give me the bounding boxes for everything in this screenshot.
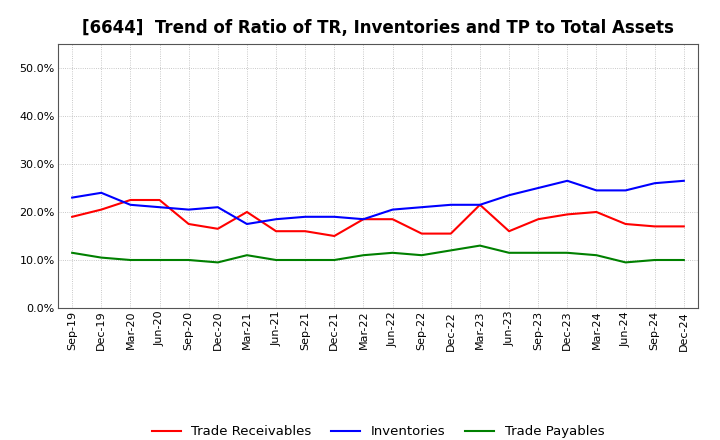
Trade Receivables — [650, 224, 659, 229]
Trade Receivables — [534, 216, 543, 222]
Trade Payables — [446, 248, 455, 253]
Inventories — [330, 214, 338, 220]
Trade Receivables — [156, 198, 164, 203]
Trade Payables — [330, 257, 338, 263]
Trade Receivables — [271, 228, 280, 234]
Trade Receivables — [621, 221, 630, 227]
Inventories — [388, 207, 397, 212]
Trade Payables — [680, 257, 688, 263]
Line: Trade Receivables: Trade Receivables — [72, 200, 684, 236]
Trade Payables — [592, 253, 600, 258]
Trade Receivables — [301, 228, 310, 234]
Trade Receivables — [680, 224, 688, 229]
Trade Payables — [271, 257, 280, 263]
Trade Payables — [184, 257, 193, 263]
Trade Payables — [301, 257, 310, 263]
Title: [6644]  Trend of Ratio of TR, Inventories and TP to Total Assets: [6644] Trend of Ratio of TR, Inventories… — [82, 19, 674, 37]
Trade Receivables — [243, 209, 251, 215]
Trade Receivables — [213, 226, 222, 231]
Inventories — [97, 190, 106, 195]
Trade Receivables — [97, 207, 106, 212]
Trade Payables — [213, 260, 222, 265]
Inventories — [156, 205, 164, 210]
Inventories — [68, 195, 76, 200]
Trade Payables — [534, 250, 543, 256]
Inventories — [418, 205, 426, 210]
Inventories — [592, 188, 600, 193]
Trade Payables — [621, 260, 630, 265]
Inventories — [184, 207, 193, 212]
Line: Inventories: Inventories — [72, 181, 684, 224]
Trade Payables — [563, 250, 572, 256]
Trade Payables — [243, 253, 251, 258]
Trade Receivables — [592, 209, 600, 215]
Trade Receivables — [388, 216, 397, 222]
Trade Receivables — [359, 216, 368, 222]
Inventories — [563, 178, 572, 183]
Line: Trade Payables: Trade Payables — [72, 246, 684, 262]
Trade Payables — [156, 257, 164, 263]
Inventories — [621, 188, 630, 193]
Inventories — [446, 202, 455, 207]
Trade Receivables — [330, 233, 338, 238]
Inventories — [126, 202, 135, 207]
Inventories — [359, 216, 368, 222]
Trade Payables — [68, 250, 76, 256]
Trade Receivables — [418, 231, 426, 236]
Inventories — [650, 180, 659, 186]
Legend: Trade Receivables, Inventories, Trade Payables: Trade Receivables, Inventories, Trade Pa… — [152, 425, 604, 439]
Trade Payables — [418, 253, 426, 258]
Trade Receivables — [563, 212, 572, 217]
Inventories — [213, 205, 222, 210]
Trade Payables — [476, 243, 485, 248]
Trade Receivables — [505, 228, 513, 234]
Trade Payables — [97, 255, 106, 260]
Trade Receivables — [476, 202, 485, 207]
Trade Payables — [359, 253, 368, 258]
Trade Payables — [505, 250, 513, 256]
Inventories — [243, 221, 251, 227]
Inventories — [534, 185, 543, 191]
Inventories — [476, 202, 485, 207]
Trade Payables — [126, 257, 135, 263]
Inventories — [301, 214, 310, 220]
Inventories — [680, 178, 688, 183]
Trade Receivables — [126, 198, 135, 203]
Trade Payables — [650, 257, 659, 263]
Trade Payables — [388, 250, 397, 256]
Trade Receivables — [184, 221, 193, 227]
Trade Receivables — [446, 231, 455, 236]
Inventories — [271, 216, 280, 222]
Trade Receivables — [68, 214, 76, 220]
Inventories — [505, 193, 513, 198]
